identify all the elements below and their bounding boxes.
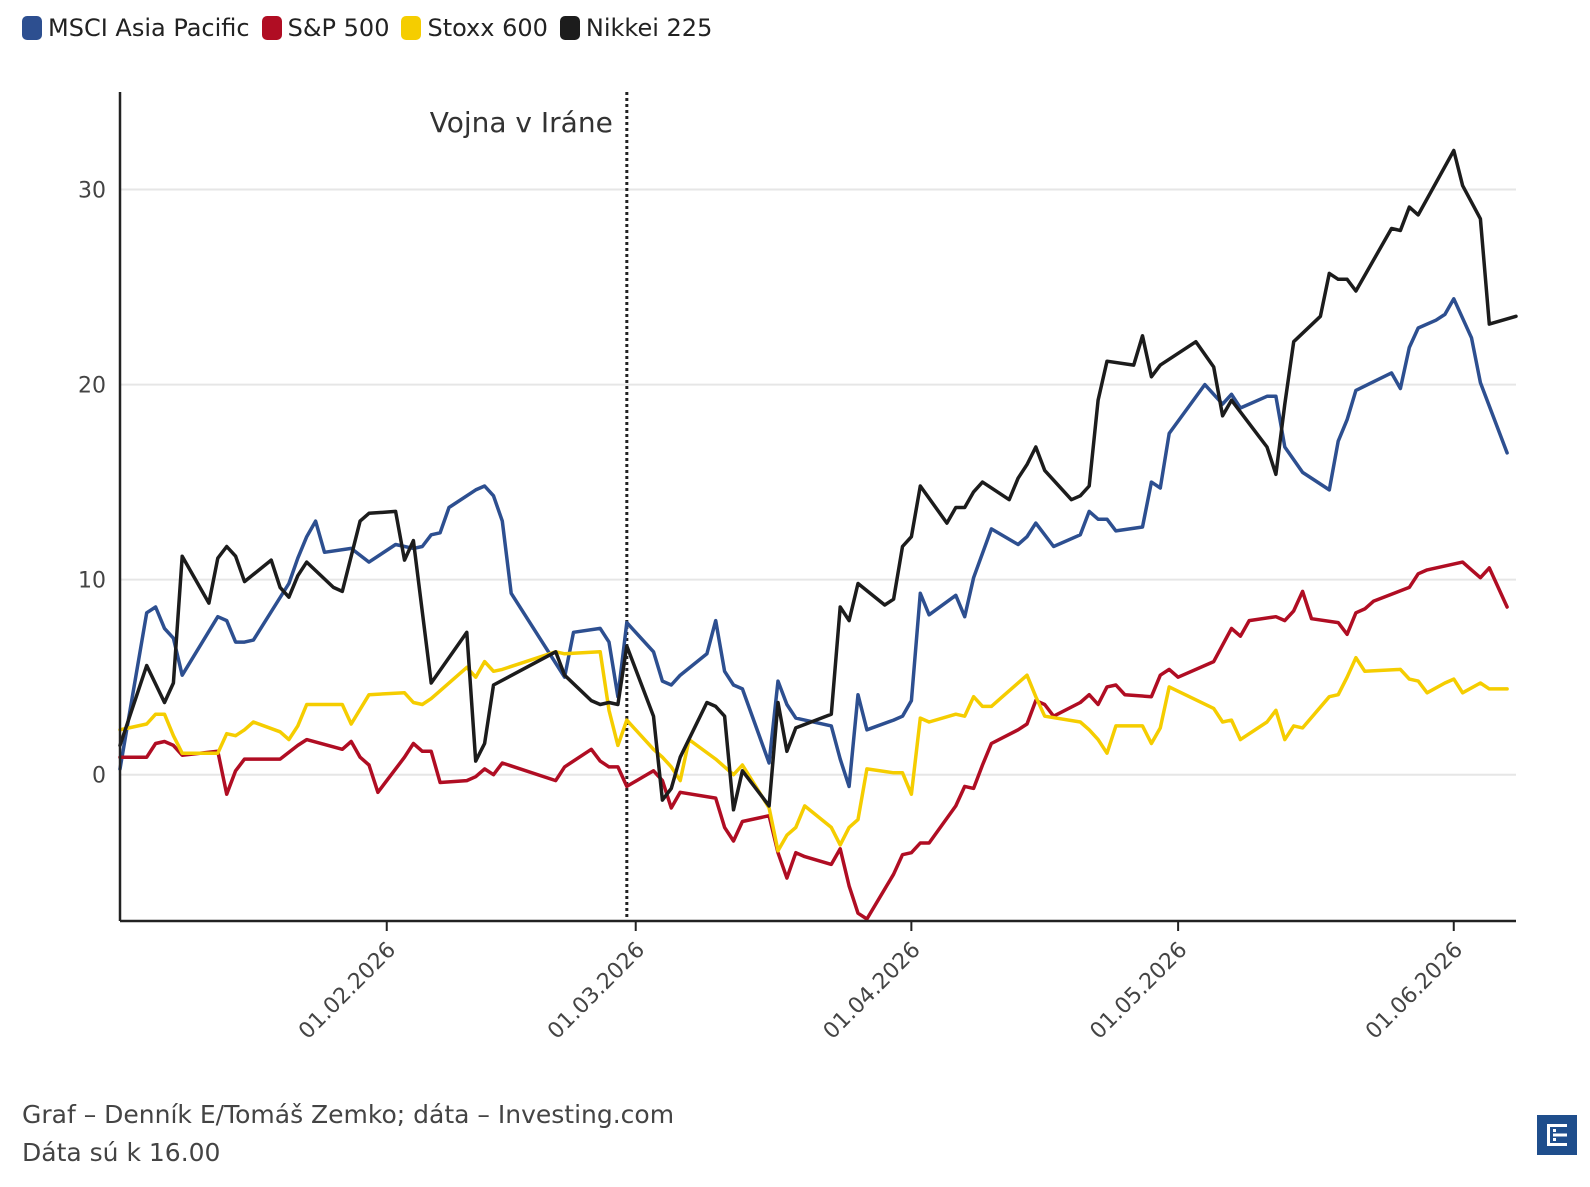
legend-item-1: MSCI Asia Pacific — [22, 14, 250, 42]
x-tick-label: 01.05.2026 — [1086, 938, 1193, 1045]
legend-swatch — [401, 16, 422, 40]
x-tick-label: 01.04.2026 — [819, 938, 926, 1045]
legend-item-2: S&P 500 — [261, 14, 390, 42]
legend-swatch — [559, 16, 580, 40]
annotation-layer: Vojna v Iráne — [430, 92, 629, 921]
series-line-2 — [118, 560, 1509, 921]
legend-label: Stoxx 600 — [427, 14, 548, 42]
y-tick-label: 10 — [78, 569, 106, 594]
series-line-1 — [118, 297, 1509, 789]
series-layer — [118, 148, 1518, 921]
chart-legend: MSCI Asia Pacific S&P 500 Stoxx 600 Nikkei … — [22, 14, 712, 42]
series-line-4 — [118, 148, 1518, 812]
denník-e-logo-icon — [1537, 1115, 1577, 1155]
legend-label: S&P 500 — [287, 14, 390, 42]
annotation-label: Vojna v Iráne — [430, 106, 613, 139]
gridlines — [120, 188, 1516, 776]
x-tick-label: 01.02.2026 — [294, 938, 401, 1045]
legend-item-3: Stoxx 600 — [401, 14, 548, 42]
x-tick-label: 01.03.2026 — [543, 938, 650, 1045]
footer: Graf – Denník E/Tomáš Zemko; dáta – Inve… — [22, 1096, 674, 1172]
legend-label: Nikkei 225 — [585, 14, 713, 42]
legend-swatch — [261, 16, 282, 40]
x-tick-label: 01.06.2026 — [1361, 938, 1468, 1045]
legend-item-4: Nikkei 225 — [559, 14, 713, 42]
y-tick-label: 20 — [78, 374, 106, 399]
logo-glyph-icon — [1547, 1124, 1567, 1146]
legend-label: MSCI Asia Pacific — [48, 14, 250, 42]
series-line-3 — [118, 650, 1509, 853]
legend-swatch — [22, 16, 42, 40]
y-tick-label: 0 — [92, 764, 106, 789]
footer-note: Dáta sú k 16.00 — [22, 1138, 221, 1167]
y-tick-label: 30 — [78, 179, 106, 204]
footer-credit: Graf – Denník E/Tomáš Zemko; dáta – Inve… — [22, 1100, 675, 1129]
